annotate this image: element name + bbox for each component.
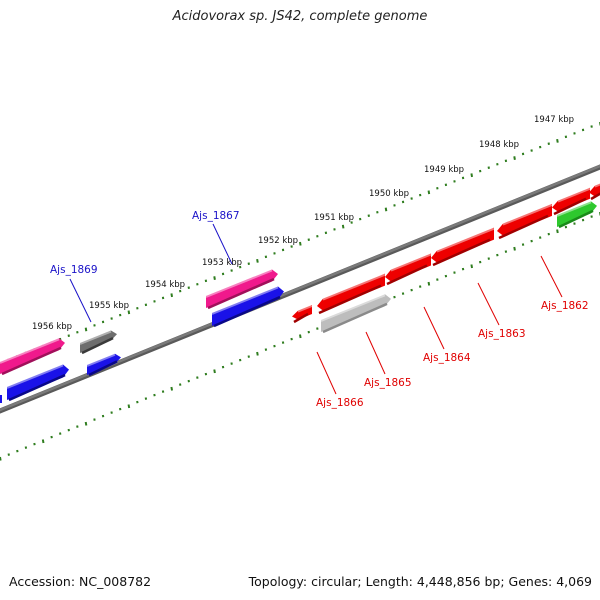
kbp-labels: 1947 kbp 1948 kbp 1949 kbp 1950 kbp 1951 kbp… bbox=[32, 115, 574, 332]
gene-label[interactable]: Ajs_1865 bbox=[364, 377, 412, 389]
feature-gray-1869[interactable] bbox=[79, 330, 117, 355]
gene-leader-line bbox=[316, 351, 337, 395]
feature-gray-1865[interactable] bbox=[320, 294, 391, 334]
feature-blue-1869[interactable] bbox=[86, 353, 121, 377]
gene-label[interactable]: Ajs_1863 bbox=[478, 328, 526, 340]
kbp-tick-label: 1947 kbp bbox=[534, 115, 574, 125]
kbp-tick-label: 1955 kbp bbox=[89, 301, 129, 311]
map-title: Acidovorax sp. JS42, complete genome bbox=[172, 9, 428, 24]
kbp-tick-label: 1953 kbp bbox=[202, 258, 242, 268]
gene-leader-line bbox=[423, 306, 445, 350]
accession-label: Accession: NC_008782 bbox=[9, 574, 152, 589]
gene-leader-line bbox=[477, 282, 500, 326]
gene-label[interactable]: Ajs_1864 bbox=[423, 352, 471, 364]
feature-blue-1867[interactable] bbox=[211, 286, 284, 328]
tick-marks bbox=[0, 122, 600, 461]
feature-magenta-1867[interactable] bbox=[205, 269, 278, 310]
feature-green[interactable] bbox=[556, 201, 597, 229]
kbp-tick-label: 1956 kbp bbox=[32, 322, 72, 332]
feature-magenta-left[interactable] bbox=[0, 338, 65, 376]
gene-leader-line bbox=[69, 278, 92, 323]
gene-labels: Ajs_1862 Ajs_1863 Ajs_1864 Ajs_1865Ajs_1866… bbox=[50, 210, 589, 409]
feature-red-1864[interactable] bbox=[431, 227, 495, 267]
kbp-tick-label: 1951 kbp bbox=[314, 213, 354, 223]
kbp-tick-label: 1948 kbp bbox=[479, 140, 519, 150]
gene-label[interactable]: Ajs_1867 bbox=[192, 210, 240, 222]
feature-blue-left[interactable] bbox=[6, 364, 69, 402]
kbp-tick-label: 1950 kbp bbox=[369, 189, 409, 199]
feature-blue-edge bbox=[0, 395, 2, 403]
kbp-tick-label: 1954 kbp bbox=[145, 280, 185, 290]
feature-red-edge[interactable] bbox=[589, 180, 600, 201]
gene-leader-line bbox=[365, 331, 386, 375]
feature-red-small[interactable] bbox=[292, 304, 313, 324]
kbp-tick-label: 1949 kbp bbox=[424, 165, 464, 175]
gene-label[interactable]: Ajs_1866 bbox=[316, 397, 364, 409]
kbp-tick-label: 1952 kbp bbox=[258, 236, 298, 246]
feature-tracks bbox=[0, 180, 600, 403]
gene-label[interactable]: Ajs_1869 bbox=[50, 264, 98, 276]
gene-label[interactable]: Ajs_1862 bbox=[541, 300, 589, 312]
inner-tick-track bbox=[0, 212, 600, 461]
gene-leader-line bbox=[540, 255, 563, 298]
gene-leader-line bbox=[212, 223, 233, 265]
feature-red-1865a[interactable] bbox=[385, 253, 432, 286]
feature-red-1862[interactable] bbox=[552, 187, 591, 216]
feature-red-1866[interactable] bbox=[317, 273, 386, 315]
feature-red-1863[interactable] bbox=[497, 203, 553, 240]
genome-summary: Topology: circular; Length: 4,448,856 bp… bbox=[248, 574, 592, 589]
